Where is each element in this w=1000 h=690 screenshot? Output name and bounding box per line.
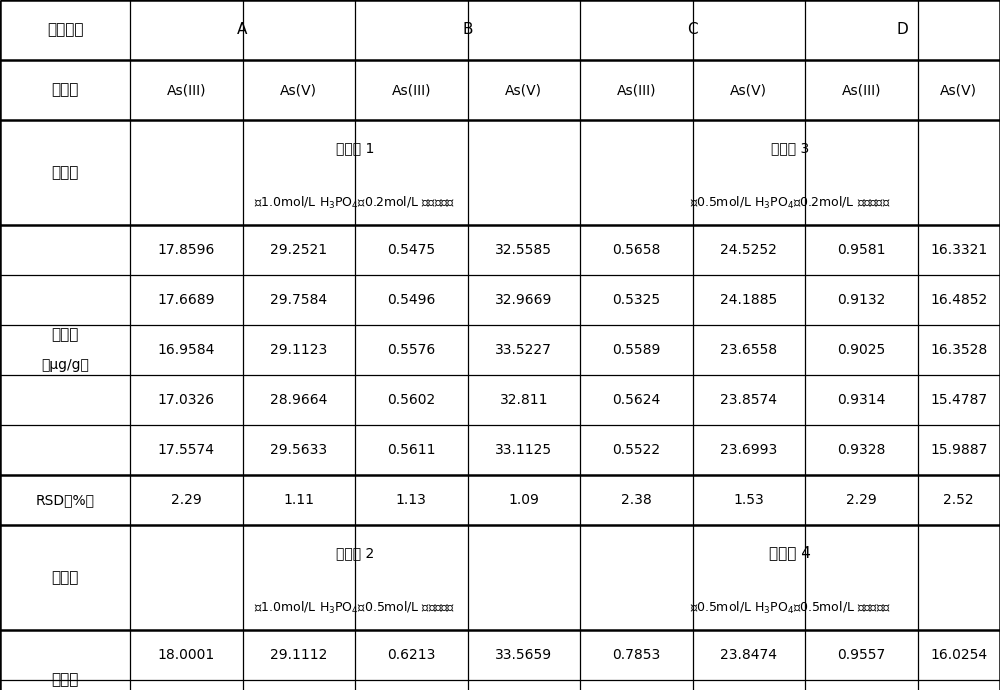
Text: （μg/g）: （μg/g）	[41, 358, 89, 372]
Text: 15.9887: 15.9887	[930, 443, 987, 457]
Text: 29.5633: 29.5633	[270, 443, 327, 457]
Text: 0.9025: 0.9025	[837, 343, 885, 357]
Text: 实施例 4: 实施例 4	[769, 546, 811, 560]
Text: 2.38: 2.38	[621, 493, 652, 507]
Text: 实施例 2: 实施例 2	[336, 546, 374, 560]
Text: 硒形态: 硒形态	[51, 83, 79, 97]
Text: As(III): As(III)	[166, 83, 206, 97]
Text: 33.1125: 33.1125	[495, 443, 552, 457]
Text: As(V): As(V)	[505, 83, 542, 97]
Text: 0.5522: 0.5522	[612, 443, 660, 457]
Text: As(III): As(III)	[842, 83, 881, 97]
Text: A: A	[237, 23, 248, 37]
Text: As(V): As(V)	[940, 83, 977, 97]
Text: 1.53: 1.53	[733, 493, 764, 507]
Text: 0.5576: 0.5576	[387, 343, 435, 357]
Text: $\mathregular{（0.5mol/L\ H_3PO_4，0.5mol/L\ 抗坏血酸）}$: $\mathregular{（0.5mol/L\ H_3PO_4，0.5mol/…	[690, 600, 890, 616]
Text: 17.0326: 17.0326	[158, 393, 215, 407]
Text: 硒含量: 硒含量	[51, 328, 79, 342]
Text: 0.9581: 0.9581	[837, 243, 886, 257]
Text: 17.5574: 17.5574	[158, 443, 215, 457]
Text: 0.6213: 0.6213	[387, 648, 435, 662]
Text: 24.1885: 24.1885	[720, 293, 777, 307]
Text: 0.9314: 0.9314	[837, 393, 885, 407]
Text: 23.6993: 23.6993	[720, 443, 777, 457]
Text: 1.09: 1.09	[508, 493, 539, 507]
Text: 0.5611: 0.5611	[387, 443, 436, 457]
Text: 33.5227: 33.5227	[495, 343, 552, 357]
Text: $\mathregular{（1.0mol/L\ H_3PO_4，0.2mol/L\ 抗坏血酸）}$: $\mathregular{（1.0mol/L\ H_3PO_4，0.2mol/…	[254, 195, 456, 211]
Text: $\mathregular{（1.0mol/L\ H_3PO_4，0.5mol/L\ 抗坏血酸）}$: $\mathregular{（1.0mol/L\ H_3PO_4，0.5mol/…	[254, 600, 456, 616]
Text: 0.5589: 0.5589	[612, 343, 660, 357]
Text: 0.9557: 0.9557	[837, 648, 885, 662]
Text: 24.5252: 24.5252	[720, 243, 777, 257]
Text: 16.0254: 16.0254	[930, 648, 987, 662]
Text: 2.29: 2.29	[846, 493, 877, 507]
Text: 23.8574: 23.8574	[720, 393, 777, 407]
Text: 17.6689: 17.6689	[158, 293, 215, 307]
Text: 0.5325: 0.5325	[612, 293, 660, 307]
Text: 实施例: 实施例	[51, 570, 79, 585]
Text: 2.29: 2.29	[171, 493, 202, 507]
Text: 28.9664: 28.9664	[270, 393, 327, 407]
Text: 1.11: 1.11	[283, 493, 314, 507]
Text: 23.8474: 23.8474	[720, 648, 777, 662]
Text: RSD（%）: RSD（%）	[36, 493, 94, 507]
Text: 0.5475: 0.5475	[387, 243, 435, 257]
Text: 16.9584: 16.9584	[158, 343, 215, 357]
Text: 0.5658: 0.5658	[612, 243, 660, 257]
Text: 32.9669: 32.9669	[495, 293, 552, 307]
Text: 2.52: 2.52	[943, 493, 974, 507]
Text: As(III): As(III)	[616, 83, 656, 97]
Text: 33.5659: 33.5659	[495, 648, 552, 662]
Text: C: C	[687, 23, 698, 37]
Text: 16.3528: 16.3528	[930, 343, 987, 357]
Text: 16.4852: 16.4852	[930, 293, 987, 307]
Text: 32.5585: 32.5585	[495, 243, 552, 257]
Text: 29.1123: 29.1123	[270, 343, 327, 357]
Text: 实施例 3: 实施例 3	[771, 141, 809, 155]
Text: As(V): As(V)	[280, 83, 317, 97]
Text: 待测样品: 待测样品	[47, 23, 83, 37]
Text: 15.4787: 15.4787	[930, 393, 987, 407]
Text: 0.5602: 0.5602	[387, 393, 435, 407]
Text: 0.9132: 0.9132	[837, 293, 885, 307]
Text: 29.7584: 29.7584	[270, 293, 327, 307]
Text: 17.8596: 17.8596	[158, 243, 215, 257]
Text: 32.811: 32.811	[500, 393, 548, 407]
Text: 1.13: 1.13	[396, 493, 427, 507]
Text: 硒含量: 硒含量	[51, 673, 79, 687]
Text: 29.2521: 29.2521	[270, 243, 327, 257]
Text: 0.5624: 0.5624	[612, 393, 660, 407]
Text: B: B	[462, 23, 473, 37]
Text: As(III): As(III)	[392, 83, 431, 97]
Text: 实施例 1: 实施例 1	[336, 141, 374, 155]
Text: 29.1112: 29.1112	[270, 648, 327, 662]
Text: 0.7853: 0.7853	[612, 648, 660, 662]
Text: D: D	[897, 23, 908, 37]
Text: 0.9328: 0.9328	[837, 443, 885, 457]
Text: 23.6558: 23.6558	[720, 343, 777, 357]
Text: 18.0001: 18.0001	[158, 648, 215, 662]
Text: 16.3321: 16.3321	[930, 243, 987, 257]
Text: 0.5496: 0.5496	[387, 293, 435, 307]
Text: 实施例: 实施例	[51, 165, 79, 180]
Text: As(V): As(V)	[730, 83, 767, 97]
Text: $\mathregular{（0.5mol/L\ H_3PO_4，0.2mol/L\ 抗坏血酸）}$: $\mathregular{（0.5mol/L\ H_3PO_4，0.2mol/…	[690, 195, 890, 211]
